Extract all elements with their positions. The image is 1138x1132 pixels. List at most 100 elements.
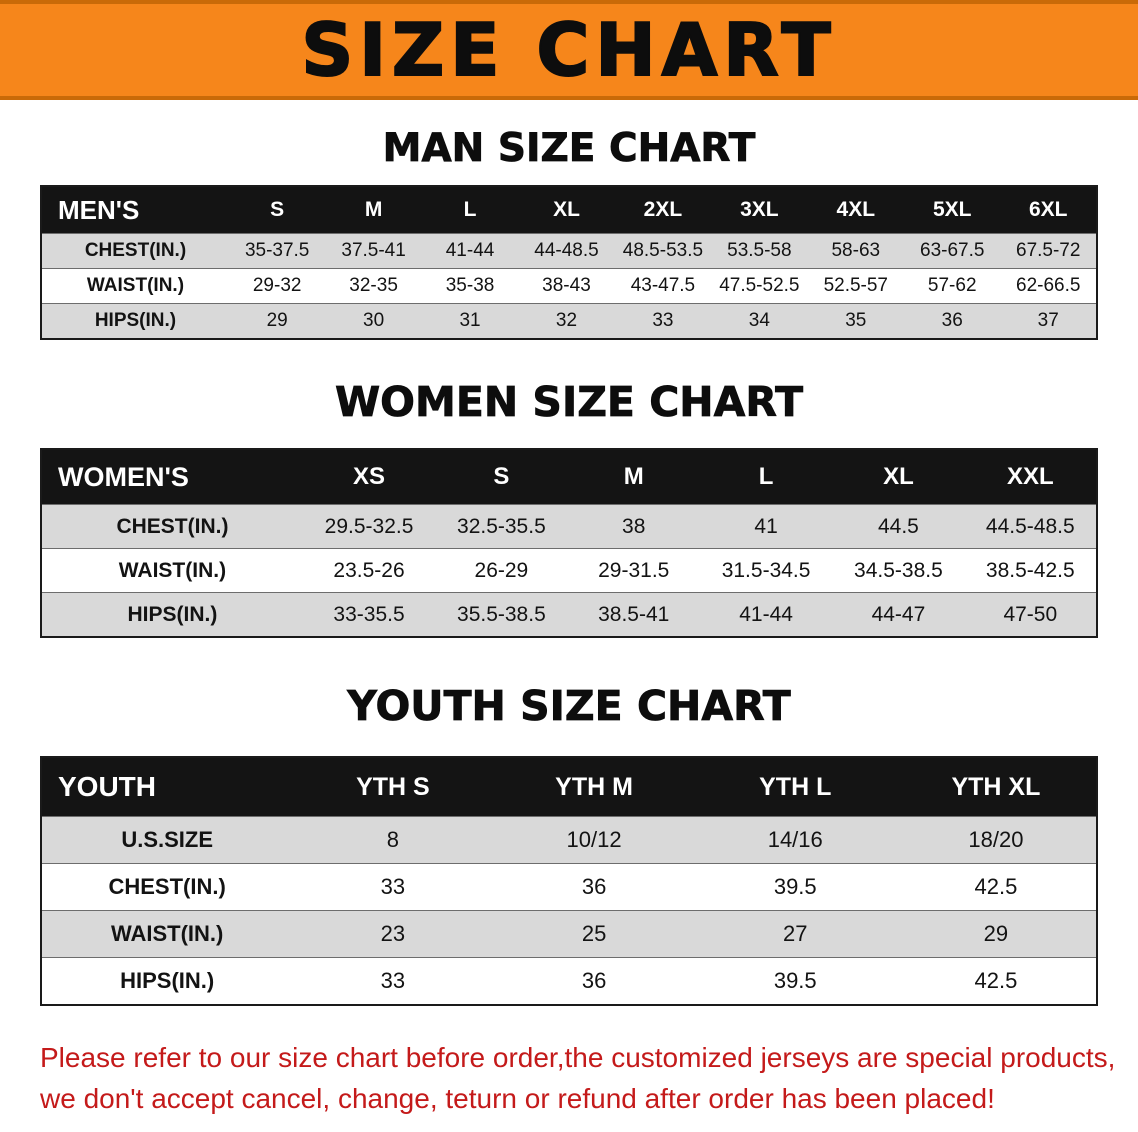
size-column-header: XXL — [964, 449, 1097, 505]
measurement-value-cell: 33 — [292, 957, 494, 1005]
measurement-value-cell: 23.5-26 — [302, 548, 436, 593]
measurement-value-cell: 44.5-48.5 — [964, 504, 1097, 549]
measurement-label-cell: CHEST(IN.) — [41, 863, 293, 911]
measurement-value-cell: 36 — [493, 863, 695, 911]
size-column-header: XL — [832, 449, 965, 505]
measurement-value-cell: 38.5-41 — [567, 592, 700, 637]
measurement-label-cell: CHEST(IN.) — [41, 504, 303, 549]
size-column-header: 3XL — [711, 186, 808, 234]
table-row: CHEST(IN.) 33 36 39.5 42.5 — [41, 863, 1097, 911]
men-section-heading: MAN SIZE CHART — [382, 126, 756, 172]
table-row: WAIST(IN.) 29-32 32-35 35-38 38-43 43-47.5 47.… — [41, 268, 1097, 304]
size-column-header: L — [699, 449, 833, 505]
table-row: HIPS(IN.) 33 36 39.5 42.5 — [41, 957, 1097, 1005]
table-row: WAIST(IN.) 23.5-26 26-29 29-31.5 31.5-34.5 34… — [41, 548, 1097, 593]
measurement-value-cell: 58-63 — [807, 233, 905, 269]
size-column-header: M — [325, 186, 422, 234]
table-header-row: YOUTH YTH S YTH M YTH L YTH XL — [41, 757, 1097, 817]
women-size-table: WOMEN'S XS S M L XL XXL CHEST(IN.) 29.5-32.5 32.5… — [40, 448, 1098, 638]
measurement-value-cell: 52.5-57 — [807, 268, 905, 304]
measurement-label-cell: HIPS(IN.) — [41, 957, 293, 1005]
measurement-value-cell: 33 — [292, 863, 494, 911]
measurement-value-cell: 62-66.5 — [1000, 268, 1097, 304]
measurement-label-cell: HIPS(IN.) — [41, 592, 303, 637]
measurement-value-cell: 38-43 — [518, 268, 615, 304]
youth-size-table: YOUTH YTH S YTH M YTH L YTH XL U.S.SIZE 8 10/12… — [40, 756, 1098, 1006]
measurement-value-cell: 29.5-32.5 — [302, 504, 436, 549]
table-row: HIPS(IN.) 29 30 31 32 33 34 35 36 37 — [41, 303, 1097, 339]
measurement-value-cell: 23 — [292, 910, 494, 958]
measurement-value-cell: 35.5-38.5 — [435, 592, 568, 637]
table-row: CHEST(IN.) 29.5-32.5 32.5-35.5 38 41 44.5 44.5… — [41, 504, 1097, 549]
measurement-value-cell: 44-47 — [832, 592, 965, 637]
table-title-cell: MEN'S — [41, 186, 229, 234]
measurement-value-cell: 27 — [694, 910, 896, 958]
measurement-value-cell: 32 — [518, 303, 615, 339]
measurement-value-cell: 63-67.5 — [904, 233, 1001, 269]
table-title-cell: WOMEN'S — [41, 449, 303, 505]
measurement-label-cell: CHEST(IN.) — [41, 233, 229, 269]
measurement-label-cell: HIPS(IN.) — [41, 303, 229, 339]
table-row: WAIST(IN.) 23 25 27 29 — [41, 910, 1097, 958]
measurement-value-cell: 29-31.5 — [567, 548, 700, 593]
table-header-row: WOMEN'S XS S M L XL XXL — [41, 449, 1097, 505]
measurement-value-cell: 41-44 — [421, 233, 519, 269]
measurement-label-cell: WAIST(IN.) — [41, 268, 229, 304]
measurement-value-cell: 48.5-53.5 — [614, 233, 712, 269]
size-column-header: 6XL — [1000, 186, 1097, 234]
measurement-value-cell: 25 — [493, 910, 695, 958]
measurement-value-cell: 18/20 — [895, 816, 1097, 864]
measurement-value-cell: 44.5 — [832, 504, 965, 549]
measurement-value-cell: 31.5-34.5 — [699, 548, 833, 593]
men-size-table: MEN'S S M L XL 2XL 3XL 4XL 5XL 6XL CHEST(IN.) 35-37… — [40, 185, 1098, 340]
size-column-header: YTH S — [292, 757, 494, 817]
measurement-value-cell: 42.5 — [895, 863, 1097, 911]
measurement-value-cell: 53.5-58 — [711, 233, 808, 269]
page-title: SIZE CHART — [300, 8, 837, 92]
size-column-header: 4XL — [807, 186, 905, 234]
measurement-value-cell: 26-29 — [435, 548, 568, 593]
size-column-header: YTH L — [694, 757, 896, 817]
size-column-header: M — [567, 449, 700, 505]
measurement-value-cell: 34.5-38.5 — [832, 548, 965, 593]
measurement-value-cell: 39.5 — [694, 863, 896, 911]
measurement-value-cell: 41-44 — [699, 592, 833, 637]
measurement-value-cell: 34 — [711, 303, 808, 339]
size-column-header: YTH XL — [895, 757, 1097, 817]
measurement-value-cell: 33-35.5 — [302, 592, 436, 637]
table-row: HIPS(IN.) 33-35.5 35.5-38.5 38.5-41 41-44 44-… — [41, 592, 1097, 637]
measurement-value-cell: 32-35 — [325, 268, 422, 304]
measurement-value-cell: 67.5-72 — [1000, 233, 1097, 269]
measurement-value-cell: 37.5-41 — [325, 233, 422, 269]
youth-size-section: YOUTH SIZE CHART YOUTH YTH S YTH M YTH L YTH… — [0, 682, 1138, 1006]
measurement-value-cell: 42.5 — [895, 957, 1097, 1005]
measurement-value-cell: 44-48.5 — [518, 233, 615, 269]
measurement-value-cell: 57-62 — [904, 268, 1001, 304]
disclaimer-line-1: Please refer to our size chart before or… — [40, 1042, 1116, 1073]
measurement-value-cell: 43-47.5 — [614, 268, 712, 304]
measurement-value-cell: 36 — [493, 957, 695, 1005]
measurement-value-cell: 14/16 — [694, 816, 896, 864]
youth-section-heading: YOUTH SIZE CHART — [347, 682, 791, 731]
measurement-value-cell: 31 — [421, 303, 519, 339]
size-column-header: L — [421, 186, 519, 234]
measurement-value-cell: 8 — [292, 816, 494, 864]
men-size-section: MAN SIZE CHART MEN'S S M L XL 2XL 3XL 4XL 5XL 6XL… — [0, 126, 1138, 340]
measurement-value-cell: 38 — [567, 504, 700, 549]
size-column-header: XS — [302, 449, 436, 505]
size-column-header: 5XL — [904, 186, 1001, 234]
measurement-value-cell: 47-50 — [964, 592, 1097, 637]
measurement-value-cell: 29-32 — [228, 268, 326, 304]
table-row: U.S.SIZE 8 10/12 14/16 18/20 — [41, 816, 1097, 864]
measurement-value-cell: 29 — [895, 910, 1097, 958]
measurement-value-cell: 39.5 — [694, 957, 896, 1005]
measurement-value-cell: 47.5-52.5 — [711, 268, 808, 304]
disclaimer-line-2: we don't accept cancel, change, teturn o… — [40, 1082, 995, 1114]
measurement-label-cell: WAIST(IN.) — [41, 548, 303, 593]
measurement-value-cell: 41 — [699, 504, 833, 549]
size-column-header: S — [435, 449, 568, 505]
measurement-value-cell: 36 — [904, 303, 1001, 339]
measurement-value-cell: 29 — [228, 303, 326, 339]
banner: SIZE CHART — [0, 0, 1138, 100]
